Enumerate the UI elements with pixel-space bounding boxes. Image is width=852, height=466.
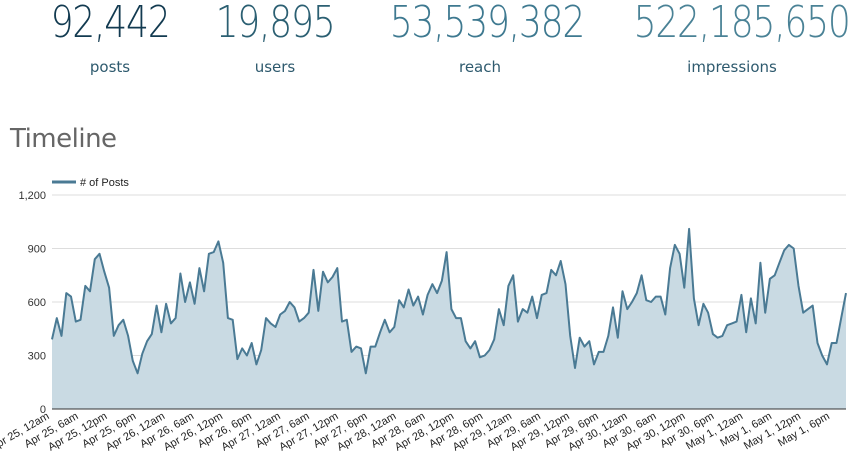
- stat-impressions-value: 522,185,650: [633, 0, 851, 48]
- stat-impressions-label: impressions: [687, 58, 777, 76]
- y-tick-label: 600: [28, 297, 46, 309]
- posts-area: [52, 228, 846, 409]
- y-tick-label: 1,200: [18, 190, 46, 202]
- stat-reach-value: 53,539,382: [389, 0, 586, 48]
- y-tick-label: 0: [40, 404, 46, 416]
- posts-series-line: [51, 227, 847, 375]
- chart-legend: # of Posts: [52, 177, 129, 189]
- y-tick-label: 900: [28, 244, 46, 256]
- stat-posts-label: posts: [89, 58, 131, 76]
- legend-label: # of Posts: [80, 177, 129, 189]
- stat-posts-value: 92,442: [50, 0, 171, 48]
- stat-users-label: users: [254, 58, 296, 76]
- y-axis: 0 300 600 900 1,200: [18, 190, 46, 416]
- stat-users-value: 19,895: [215, 0, 336, 48]
- timeline-title: Timeline: [10, 124, 117, 154]
- stat-impressions: 522,185,650 impressions: [612, 0, 852, 76]
- stat-reach: 53,539,382 reach: [370, 0, 590, 76]
- stat-reach-label: reach: [458, 58, 501, 76]
- stat-users: 19,895 users: [195, 0, 355, 76]
- stat-posts: 92,442 posts: [30, 0, 190, 76]
- y-tick-label: 300: [28, 351, 46, 363]
